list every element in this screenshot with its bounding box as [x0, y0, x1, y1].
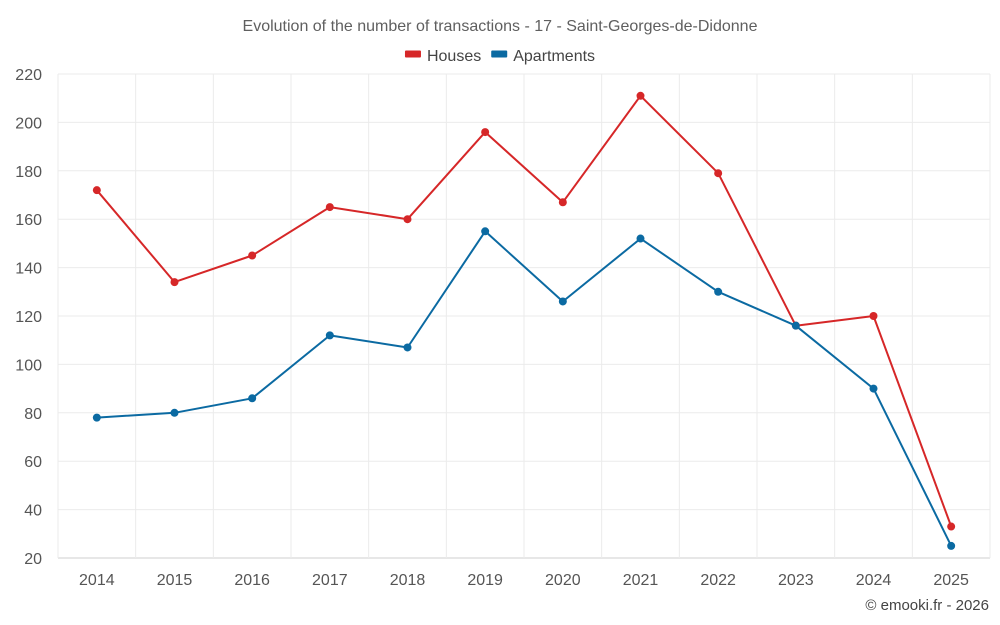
y-tick-label: 20 [24, 551, 42, 568]
data-point-houses[interactable] [403, 215, 412, 224]
data-point-apartments[interactable] [869, 384, 878, 393]
data-point-houses[interactable] [947, 522, 956, 531]
x-tick-label: 2022 [700, 572, 736, 589]
y-tick-label: 40 [24, 503, 42, 520]
data-point-apartments[interactable] [791, 321, 800, 330]
y-tick-label: 180 [15, 164, 42, 181]
y-tick-label: 140 [15, 261, 42, 278]
legend-item-apartments[interactable]: Apartments [491, 48, 595, 65]
data-point-apartments[interactable] [403, 343, 412, 352]
legend-swatch [404, 50, 421, 58]
x-tick-label: 2018 [390, 572, 426, 589]
y-tick-label: 100 [15, 357, 42, 374]
x-tick-label: 2015 [157, 572, 193, 589]
x-axis: 2014 2015 2016 2017 2018 2019 2020 2021 2022 2023… [79, 572, 969, 589]
data-point-houses[interactable] [248, 251, 257, 260]
chart-title: Evolution of the number of transactions … [243, 18, 758, 35]
legend-item-houses[interactable]: Houses [404, 48, 481, 65]
data-point-houses[interactable] [170, 278, 179, 287]
y-tick-label: 160 [15, 212, 42, 229]
data-point-apartments[interactable] [714, 287, 723, 296]
legend-label: Houses [427, 48, 481, 65]
data-point-houses[interactable] [636, 91, 645, 100]
y-tick-label: 80 [24, 406, 42, 423]
data-point-apartments[interactable] [248, 394, 257, 403]
data-point-apartments[interactable] [558, 297, 567, 306]
data-point-apartments[interactable] [170, 408, 179, 417]
legend-swatch [491, 50, 508, 58]
x-tick-label: 2023 [778, 572, 814, 589]
series-line-apartments [96, 230, 953, 547]
legend-label: Apartments [513, 48, 595, 65]
data-point-houses[interactable] [869, 312, 878, 320]
x-tick-label: 2024 [856, 572, 892, 589]
data-point-houses[interactable] [92, 186, 101, 195]
y-tick-label: 220 [15, 67, 42, 84]
credit-text: © emooki.fr - 2026 [865, 597, 989, 614]
x-tick-label: 2017 [312, 572, 348, 589]
y-tick-label: 200 [15, 115, 42, 132]
series-apartments [92, 227, 956, 550]
y-tick-label: 120 [15, 309, 42, 326]
x-tick-label: 2020 [545, 572, 581, 589]
y-axis: 20 40 60 80 100 120 140 160 180 200 220 [15, 67, 42, 568]
data-point-apartments[interactable] [325, 331, 334, 340]
x-tick-label: 2014 [79, 572, 115, 589]
data-point-apartments[interactable] [92, 413, 101, 422]
data-point-apartments[interactable] [947, 541, 956, 550]
x-tick-label: 2016 [234, 572, 270, 589]
data-point-houses[interactable] [481, 128, 490, 137]
data-point-apartments[interactable] [481, 227, 490, 236]
x-tick-label: 2019 [467, 572, 503, 589]
x-tick-label: 2021 [623, 572, 659, 589]
series-line-houses [96, 94, 953, 527]
data-point-houses[interactable] [558, 198, 567, 207]
x-tick-label: 2025 [933, 572, 969, 589]
series-layer [92, 91, 956, 550]
y-tick-label: 60 [24, 454, 42, 471]
data-point-apartments[interactable] [636, 234, 645, 243]
data-point-houses[interactable] [325, 203, 334, 212]
data-point-houses[interactable] [714, 169, 723, 178]
grid [57, 73, 991, 559]
legend: Houses Apartments [404, 48, 595, 65]
